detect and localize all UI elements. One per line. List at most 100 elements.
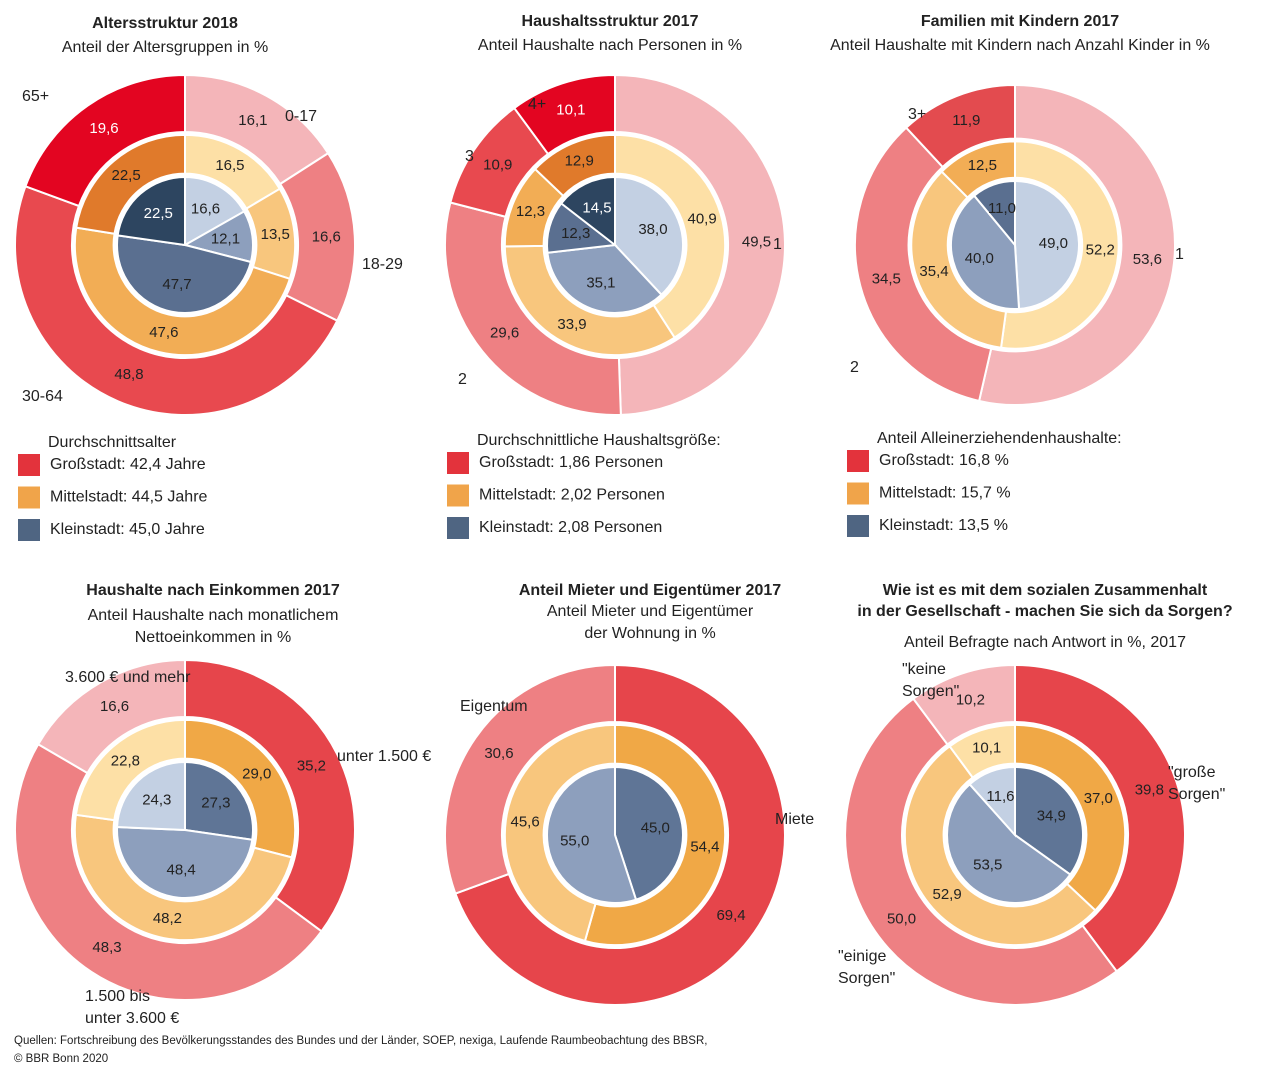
value-label: 52,2 <box>1086 242 1115 259</box>
value-label: 12,3 <box>561 225 590 242</box>
value-label: 39,8 <box>1135 781 1164 798</box>
chart-subtitle: Anteil der Altersgruppen in % <box>62 39 268 56</box>
legend-swatch <box>18 454 40 476</box>
ring-segment <box>116 760 186 832</box>
value-label: 35,4 <box>919 263 948 280</box>
ring-segment <box>73 226 292 357</box>
value-label: 14,5 <box>582 199 611 216</box>
value-label: 29,6 <box>490 325 519 342</box>
category-label: 65+ <box>22 88 49 105</box>
source: Quellen: Fortschreibung des Bevölkerungs… <box>14 1035 707 1047</box>
ring-segment <box>14 184 339 416</box>
legend-swatch <box>847 515 869 537</box>
ring-segment <box>503 244 676 357</box>
ring-segment <box>533 133 616 198</box>
ring-segment <box>184 175 246 247</box>
category-label: 3+ <box>908 106 926 123</box>
ring-segment <box>903 744 1097 947</box>
value-label: 37,0 <box>1084 790 1113 807</box>
value-label: 12,9 <box>565 153 594 170</box>
value-label: 40,9 <box>687 210 716 227</box>
chart-title: in der Gesellschaft - machen Sie sich da… <box>857 603 1232 620</box>
legend-label: Kleinstadt: 45,0 Jahre <box>50 521 205 538</box>
category-label: 3.600 € und mehr <box>65 669 191 686</box>
legend-title: Durchschnittliche Haushaltsgröße: <box>477 432 721 449</box>
ring-segment <box>950 194 1021 310</box>
category-label: "keine <box>902 661 946 678</box>
legend-label: Kleinstadt: 13,5 % <box>879 517 1008 534</box>
category-label: 1.500 bis <box>85 988 150 1005</box>
chart-title: Familien mit Kindern 2017 <box>921 13 1119 30</box>
legend-label: Großstadt: 42,4 Jahre <box>50 456 206 473</box>
value-label: 11,6 <box>986 788 1014 805</box>
value-label: 53,5 <box>973 856 1002 873</box>
value-label: 24,3 <box>142 791 171 808</box>
value-label: 35,1 <box>586 274 615 291</box>
chart-subtitle: Anteil Befragte nach Antwort in %, 2017 <box>904 634 1186 651</box>
value-label: 11,9 <box>952 112 980 129</box>
value-label: 45,6 <box>510 813 539 830</box>
legend-title: Anteil Alleinerziehendenhaushalte: <box>877 430 1122 447</box>
value-label: 54,4 <box>690 838 719 855</box>
legend-label: Kleinstadt: 2,08 Personen <box>479 519 662 536</box>
legend-label: Mittelstadt: 44,5 Jahre <box>50 489 208 506</box>
category-label: "große <box>1168 764 1216 781</box>
category-label: 2 <box>458 371 467 388</box>
value-label: 10,1 <box>556 101 585 118</box>
value-label: 48,4 <box>167 862 196 879</box>
legend-swatch <box>447 452 469 474</box>
category-label: Sorgen" <box>838 970 895 987</box>
value-label: 34,9 <box>1037 807 1066 824</box>
chart-subtitle: Anteil Haushalte nach Personen in % <box>478 37 742 54</box>
value-label: 53,6 <box>1133 251 1162 268</box>
value-label: 12,5 <box>968 157 997 174</box>
ring-segment <box>184 658 356 933</box>
category-label: 30-64 <box>22 388 63 405</box>
ring-segment <box>972 179 1016 248</box>
ring-segment <box>614 133 727 340</box>
value-label: 22,8 <box>111 752 140 769</box>
value-label: 13,5 <box>261 226 290 243</box>
category-label: unter 1.500 € <box>337 748 431 765</box>
value-label: 33,9 <box>557 316 586 333</box>
legend-title: Durchschnittsalter <box>48 434 177 451</box>
ring-segment <box>968 765 1016 838</box>
value-label: 16,5 <box>215 157 244 174</box>
category-label: "einige <box>838 948 886 965</box>
value-label: 55,0 <box>560 832 589 849</box>
ring-segment <box>546 243 663 314</box>
category-label: 4+ <box>528 96 546 113</box>
chart-title: Haushalte nach Einkommen 2017 <box>86 582 340 599</box>
category-label: unter 3.600 € <box>85 1010 179 1027</box>
value-label: 10,1 <box>972 740 1001 757</box>
value-label: 10,2 <box>956 692 985 709</box>
value-label: 50,0 <box>887 911 916 928</box>
ring-segment <box>116 175 186 247</box>
ring-segment <box>75 133 186 235</box>
category-label: 2 <box>850 359 859 376</box>
value-label: 52,9 <box>932 886 961 903</box>
category-label: 0-17 <box>285 108 317 125</box>
value-label: 45,0 <box>641 820 670 837</box>
ring-segment <box>910 170 1008 349</box>
legend-swatch <box>447 517 469 539</box>
legend-label: Großstadt: 1,86 Personen <box>479 454 663 471</box>
value-label: 27,3 <box>201 794 230 811</box>
chart-subtitle: Anteil Haushalte mit Kindern nach Anzahl… <box>830 37 1210 54</box>
ring-segment <box>559 175 616 248</box>
category-label: Miete <box>775 811 814 828</box>
ring-segment <box>999 140 1120 350</box>
value-label: 16,1 <box>238 112 267 129</box>
legend-label: Mittelstadt: 15,7 % <box>879 485 1011 502</box>
ring-segment <box>73 813 293 942</box>
value-label: 38,0 <box>638 221 667 238</box>
ring-segment <box>583 723 727 947</box>
ring-segment <box>74 718 186 822</box>
category-label: 18-29 <box>362 256 403 273</box>
value-label: 16,6 <box>191 201 220 218</box>
value-label: 35,2 <box>297 757 326 774</box>
chart-title: Haushaltsstruktur 2017 <box>522 13 699 30</box>
ring-segment <box>1014 663 1186 973</box>
value-label: 10,9 <box>483 157 512 174</box>
